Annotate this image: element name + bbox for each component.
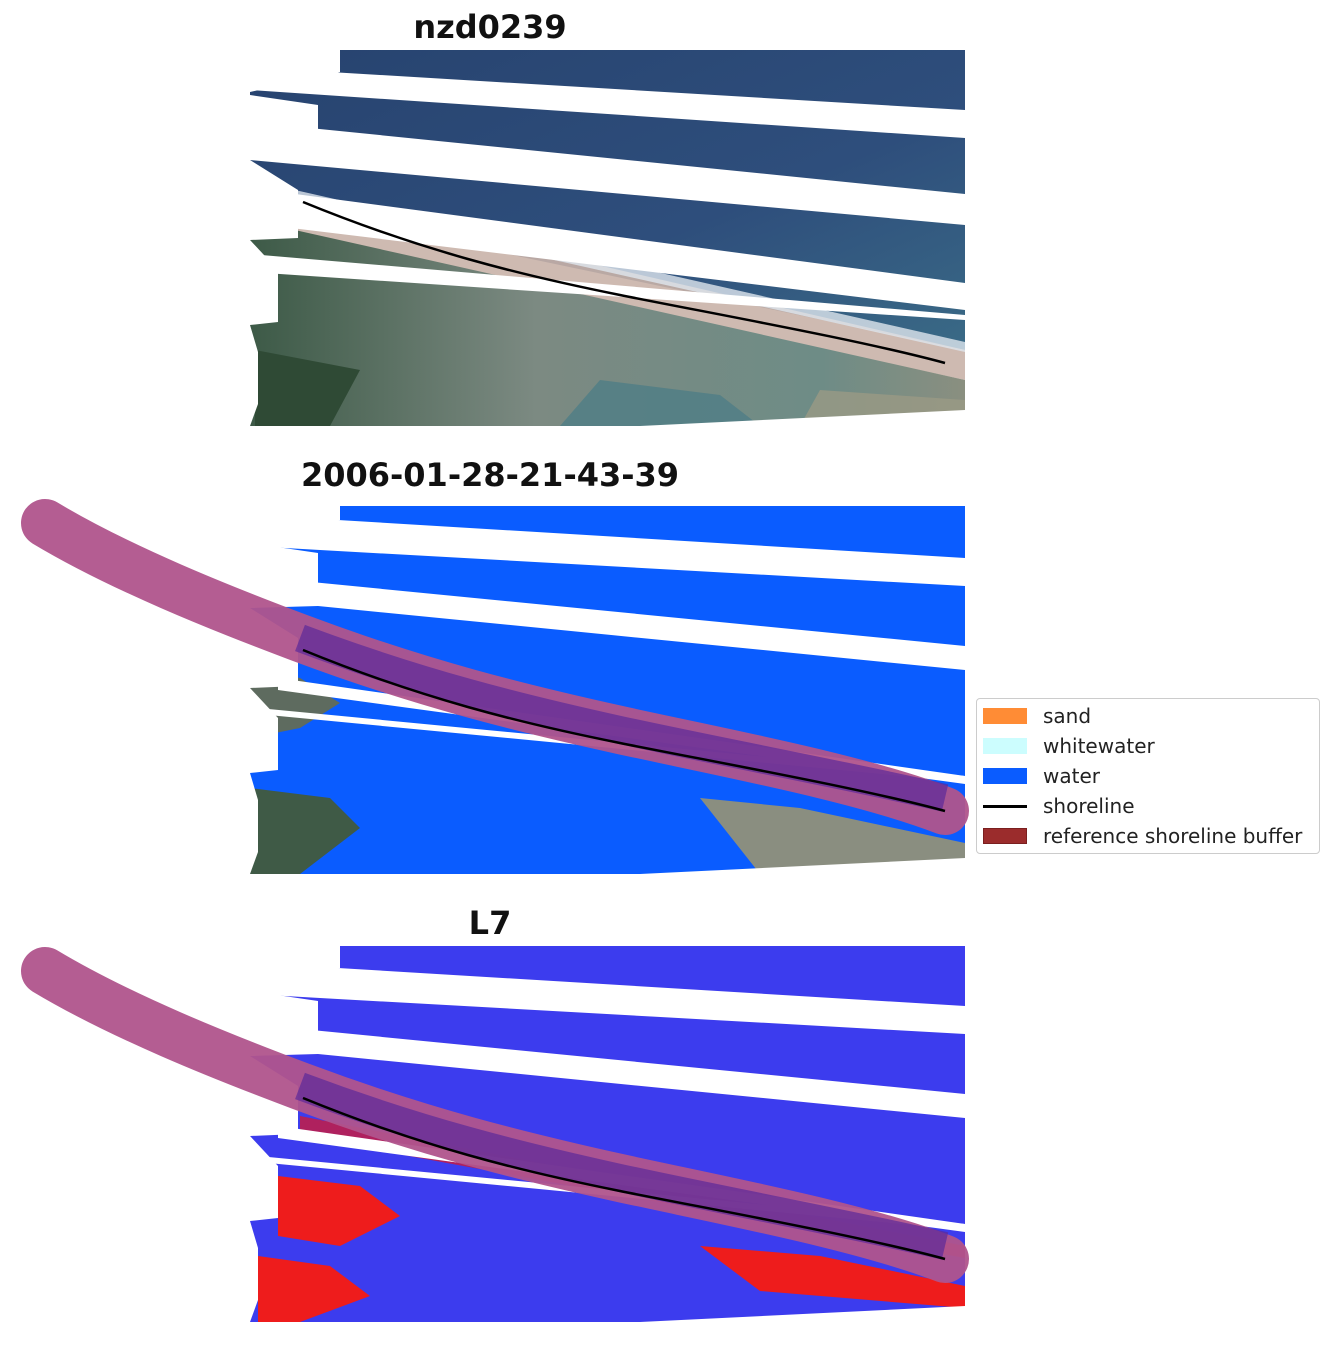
legend-label-water: water [1043, 764, 1100, 788]
sand-swatch [983, 708, 1027, 724]
legend-label-buffer: reference shoreline buffer [1043, 824, 1303, 848]
whitewater-swatch [983, 738, 1027, 754]
shoreline-line-1 [302, 200, 946, 365]
index-image-panel [21, 946, 969, 1322]
buffer-swatch [983, 828, 1027, 844]
legend: sand whitewater water shoreline referenc… [976, 698, 1320, 854]
legend-item-whitewater: whitewater [983, 734, 1155, 758]
legend-item-water: water [983, 764, 1100, 788]
legend-item-sand: sand [983, 704, 1091, 728]
panel-title-index: L7 [468, 904, 512, 942]
shoreline-line-3 [302, 1096, 946, 1261]
panel-title-rgb: nzd0239 [413, 8, 567, 46]
legend-label-whitewater: whitewater [1043, 734, 1155, 758]
shoreline-line-2 [302, 648, 946, 813]
shoreline-swatch [983, 804, 1027, 808]
legend-label-sand: sand [1043, 704, 1092, 728]
panel-title-classified: 2006-01-28-21-43-39 [300, 456, 680, 494]
legend-item-shoreline: shoreline [983, 794, 1135, 818]
rgb-image-panel [250, 50, 965, 426]
classified-image-panel [21, 498, 969, 874]
water-swatch [983, 768, 1027, 784]
legend-item-buffer: reference shoreline buffer [983, 824, 1302, 848]
legend-label-shoreline: shoreline [1043, 794, 1135, 818]
